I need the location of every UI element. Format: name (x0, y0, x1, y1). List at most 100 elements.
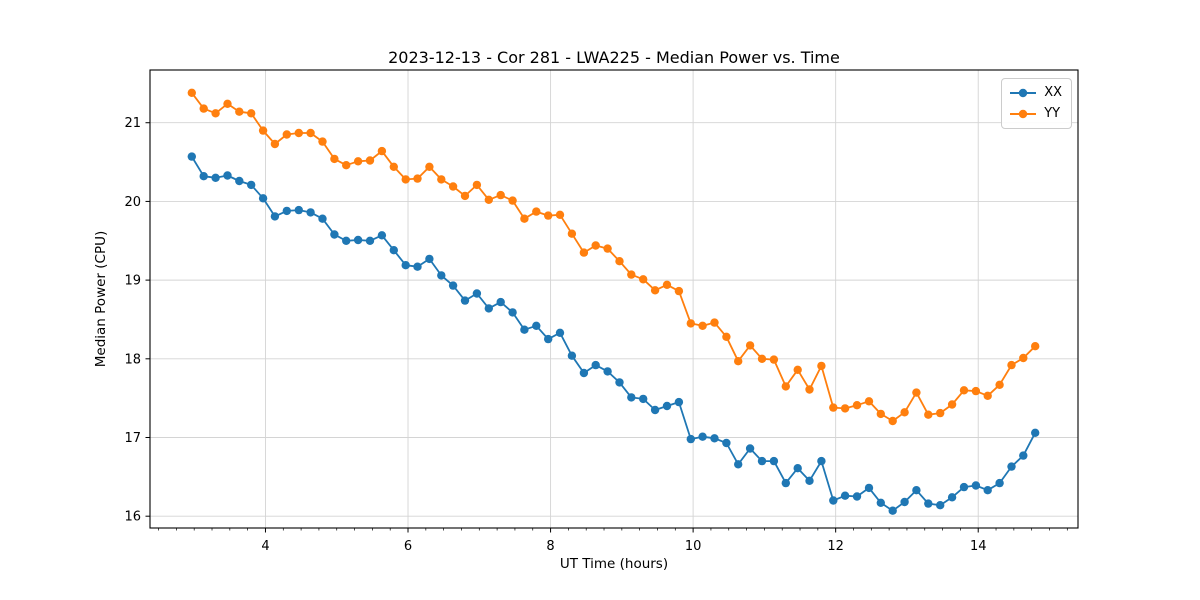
series-XX-marker (805, 476, 814, 485)
series-XX-marker (769, 456, 779, 466)
series-YY-marker (591, 241, 600, 250)
series-YY-marker (270, 139, 280, 149)
series-YY-marker (829, 403, 838, 412)
series-XX-marker (448, 281, 458, 290)
series-YY-marker (888, 416, 897, 426)
series-XX-marker (520, 325, 529, 334)
series-YY-marker (876, 409, 885, 419)
series-YY-marker (912, 388, 921, 397)
series-XX-marker (282, 206, 291, 216)
series-YY-marker (342, 161, 351, 170)
series-XX-marker (544, 334, 553, 344)
series-YY-marker (1031, 342, 1040, 351)
legend-line-marker-icon (1010, 88, 1037, 98)
series-XX-marker (745, 444, 755, 453)
y-tick-label: 18 (124, 352, 141, 367)
series-XX-marker (781, 478, 790, 488)
legend-item-yy: YY (1009, 105, 1062, 123)
series-YY-marker (247, 109, 256, 118)
series-YY-marker (567, 229, 577, 238)
series-XX-marker (199, 172, 208, 181)
legend: XX YY (1001, 78, 1072, 129)
series-XX-marker (924, 499, 933, 508)
series-YY-marker (484, 195, 493, 204)
x-tick-label: 6 (404, 539, 412, 554)
series-XX-marker (270, 212, 280, 221)
series-XX-marker (1019, 451, 1028, 460)
series-YY-marker (852, 401, 862, 410)
x-axis-label: UT Time (hours) (559, 556, 669, 572)
grid (150, 70, 1078, 528)
series-XX-marker (662, 401, 672, 411)
series-XX-marker (615, 378, 624, 387)
series-XX-marker (567, 351, 577, 360)
series-XX-marker (639, 394, 648, 404)
series-YY-marker (603, 244, 612, 253)
series-YY-marker (627, 270, 636, 279)
x-axis: 4 6 8 10 12 14 (261, 528, 986, 554)
series-XX (187, 152, 1040, 515)
series-XX-marker (959, 482, 969, 492)
series-XX-marker (496, 297, 505, 307)
series-XX-marker (912, 486, 921, 495)
series-XX-marker (829, 496, 838, 505)
series-YY (187, 88, 1040, 426)
series-YY-marker (282, 130, 291, 139)
series-YY-marker (353, 157, 363, 166)
x-tick-label: 14 (970, 539, 987, 554)
series-XX-marker (686, 434, 695, 444)
y-axis: 16 17 18 19 20 21 (124, 116, 150, 525)
series-XX-marker (722, 438, 731, 448)
series-YY-marker (377, 146, 387, 156)
x-tick-label: 4 (261, 539, 269, 554)
series-YY-marker (187, 88, 196, 98)
series-XX-marker (864, 483, 874, 493)
series-YY-marker (330, 154, 339, 164)
series-YY-marker (1019, 353, 1028, 363)
series-XX-marker (947, 493, 957, 502)
legend-item-xx: XX (1009, 84, 1062, 102)
series-XX-marker (840, 491, 850, 500)
series-YY-marker (389, 162, 398, 171)
series-XX-marker (223, 171, 232, 180)
series-YY-marker (365, 156, 375, 165)
series-XX-marker (555, 328, 565, 337)
series-YY-marker (437, 175, 446, 184)
series-YY-marker (199, 104, 208, 113)
series-YY-marker (781, 382, 790, 391)
legend-label: YY (1044, 106, 1061, 121)
series-YY-marker (840, 404, 850, 413)
series-XX-marker (330, 230, 339, 239)
series-XX-marker (532, 321, 541, 330)
series-YY-marker (983, 391, 992, 400)
series-XX-marker (306, 208, 315, 217)
series-YY-marker (805, 385, 814, 394)
series-XX-marker (401, 261, 410, 270)
series-YY-marker (496, 190, 505, 200)
series-YY-marker (936, 408, 945, 418)
y-axis-label: Median Power (CPU) (93, 230, 109, 368)
series-XX-marker (900, 497, 909, 507)
x-tick-label: 12 (827, 539, 844, 554)
series-YY-marker (639, 275, 648, 284)
series-XX-marker (995, 478, 1004, 488)
y-tick-label: 20 (124, 195, 141, 210)
series-XX-marker (936, 501, 945, 510)
series-XX-marker (413, 262, 422, 271)
series-YY-marker (318, 137, 327, 146)
series-XX-marker (389, 246, 398, 255)
series-YY-marker (472, 180, 482, 190)
series-XX-marker (971, 481, 981, 490)
series-YY-marker (662, 280, 672, 289)
series-XX-marker (1031, 428, 1040, 437)
series-YY-marker (532, 207, 541, 216)
series-YY-marker (508, 196, 517, 205)
series-XX-marker (710, 434, 719, 443)
series-YY-marker (258, 126, 268, 135)
series-XX-marker (508, 308, 517, 317)
series-XX-marker (318, 214, 327, 223)
series-YY-marker (520, 214, 529, 223)
series-YY-marker (223, 99, 232, 109)
